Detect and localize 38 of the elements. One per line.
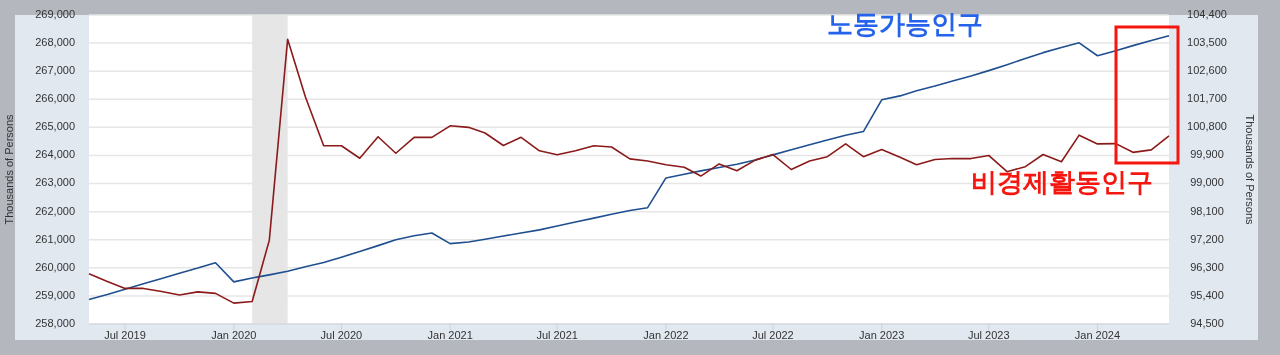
y2-tick-label: 97,200 [1190, 232, 1224, 245]
series-label: 비경제활동인구 [971, 166, 1153, 197]
x-tick-label: Jan 2023 [859, 328, 905, 341]
x-tick-label: Jul 2021 [536, 328, 578, 341]
y2-axis-title: Thousands of Persons [1244, 114, 1256, 226]
x-tick-label: Jan 2020 [211, 328, 257, 341]
y-tick-label: 261,000 [35, 232, 75, 245]
y-tick-label: 260,000 [35, 260, 75, 273]
y-tick-label: 258,000 [35, 316, 75, 329]
x-tick-label: Jul 2020 [320, 328, 363, 341]
y-tick-label: 262,000 [35, 204, 75, 217]
y2-tick-label: 100,800 [1187, 120, 1227, 133]
y-tick-label: 266,000 [35, 92, 75, 105]
y2-tick-label: 94,500 [1190, 316, 1224, 329]
y-tick-label: 267,000 [35, 64, 75, 77]
y-tick-label: 268,000 [35, 36, 75, 48]
y-tick-label: 263,000 [35, 176, 75, 189]
x-tick-label: Jul 2019 [104, 328, 146, 341]
y2-tick-label: 104,400 [1187, 7, 1227, 20]
y-tick-label: 269,000 [35, 7, 75, 20]
y2-tick-label: 96,300 [1190, 260, 1224, 273]
y-tick-label: 264,000 [35, 148, 75, 161]
x-tick-label: Jul 2023 [967, 328, 1010, 341]
y2-tick-label: 99,900 [1190, 148, 1224, 161]
x-tick-label: Jan 2021 [427, 328, 473, 341]
y-axis-title: Thousands of Persons [3, 113, 15, 225]
y2-tick-label: 99,000 [1190, 176, 1224, 189]
y2-tick-label: 102,600 [1187, 64, 1227, 77]
x-tick-label: Jan 2022 [643, 328, 689, 341]
y2-tick-label: 103,500 [1187, 36, 1227, 48]
y-tick-label: 265,000 [35, 120, 75, 133]
x-tick-label: Jul 2022 [752, 328, 794, 341]
y-tick-label: 259,000 [35, 288, 75, 301]
y2-tick-label: 98,100 [1190, 204, 1224, 217]
series-label: 노동가능인구 [827, 8, 983, 39]
y2-tick-label: 95,400 [1190, 288, 1224, 301]
x-tick-label: Jan 2024 [1074, 328, 1121, 341]
y2-tick-label: 101,700 [1187, 92, 1227, 105]
